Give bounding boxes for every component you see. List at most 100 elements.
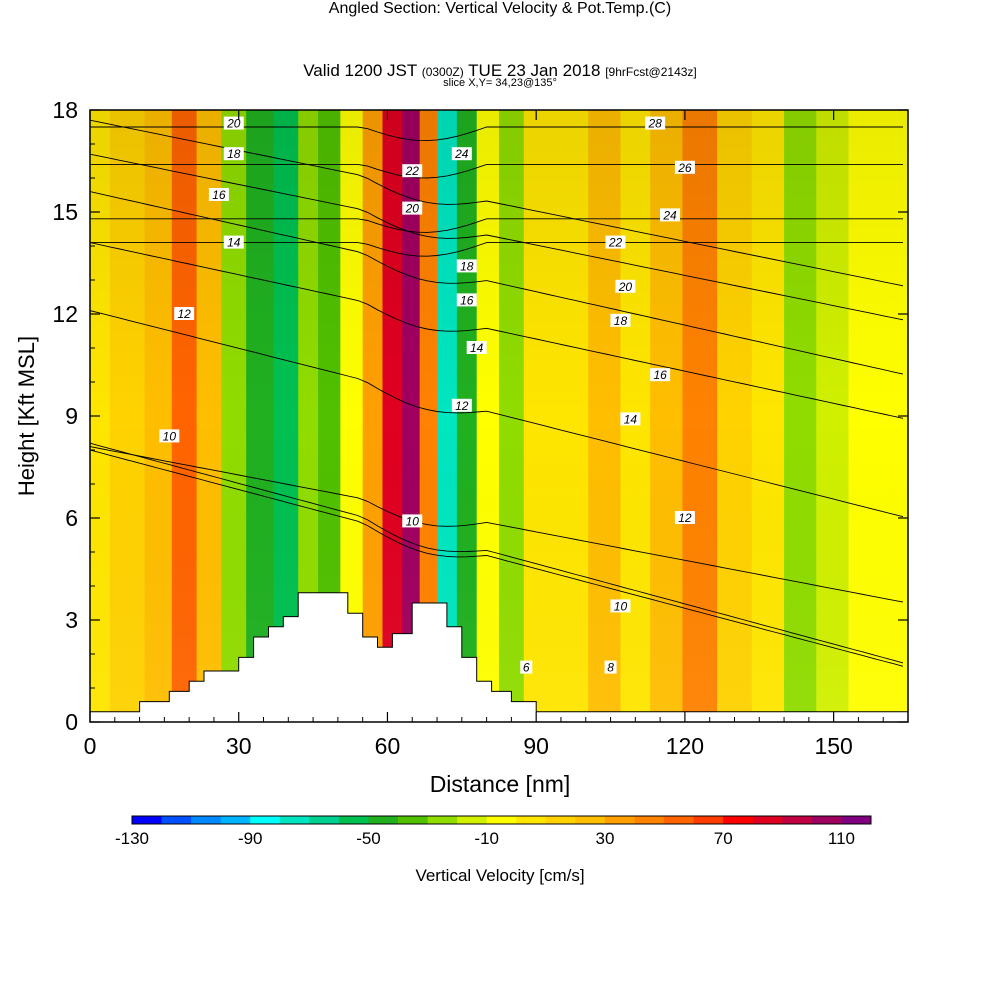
contour-label-bg — [402, 514, 423, 528]
chart-title: Angled Section: Vertical Velocity & Pot.… — [328, 0, 672, 17]
valid-time-line: Valid 1200 JST (0300Z) TUE 23 Jan 2018 [… — [303, 61, 697, 80]
contour-label-bg — [610, 313, 631, 327]
colorbar-tick-label: 30 — [595, 829, 614, 848]
unit-tag: (C) — [648, 0, 672, 17]
colorbar-tick-label: -50 — [356, 829, 381, 848]
colorbar-label: Vertical Velocity [cm/s] — [415, 866, 584, 885]
x-tick-label: 90 — [523, 733, 549, 759]
contour-label: 28 — [647, 117, 662, 131]
x-tick-label: 60 — [375, 733, 401, 759]
contour-label-bg — [620, 412, 641, 426]
colorbar-swatch — [575, 816, 606, 824]
colorbar-swatch — [752, 816, 783, 824]
contour-label: 12 — [678, 511, 692, 525]
colorbar-tick-label: -90 — [238, 829, 263, 848]
velocity-field — [90, 110, 908, 722]
contour-label-bg — [456, 259, 477, 273]
colorbar-swatch — [368, 816, 399, 824]
colorbar-swatch — [279, 816, 310, 824]
contour-labels: 20 18 16 14 12 10 22 20 24 18 16 14 12 10 28 26 24 22 20 18… — [159, 116, 695, 675]
contour-label: 18 — [460, 259, 474, 273]
colorbar-swatch — [309, 816, 340, 824]
y-tick-label: 15 — [52, 199, 78, 225]
x-axis-label: Distance [nm] — [430, 771, 571, 797]
contour-label-bg — [208, 188, 229, 201]
slice-line: slice X,Y= 34,23@135° — [443, 77, 557, 89]
isentrope-26 — [90, 163, 903, 179]
axes: 0 30 60 90 120 150 0 3 6 9 12 15 18 — [52, 97, 908, 759]
colorbar-tick-label: 70 — [714, 829, 733, 848]
x-tick-label: 0 — [84, 733, 97, 759]
contour-label-bg — [451, 398, 472, 412]
colorbar-swatch — [604, 816, 635, 824]
colorbar-swatch — [427, 816, 458, 824]
contour-label: 22 — [405, 164, 420, 178]
isentrope-6 — [90, 442, 904, 664]
y-axis-label: Height [Kft MSL] — [14, 336, 39, 496]
terrain — [90, 592, 908, 722]
contour-label-bg — [456, 293, 477, 307]
contour-label: 12 — [178, 307, 192, 321]
contour-label: 26 — [677, 161, 692, 175]
colorbar-swatch — [457, 816, 488, 824]
x-tick-label: 150 — [814, 733, 852, 759]
colorbar-swatch — [723, 816, 754, 824]
colorbar-swatch — [338, 816, 369, 824]
colorbar-swatch — [132, 816, 162, 824]
colorbar: -130 -90 -50 -10 30 70 110 — [115, 815, 872, 848]
x-tick-label: 120 — [666, 733, 704, 759]
contour-label: 10 — [163, 429, 177, 443]
contour-label-bg — [159, 429, 180, 443]
colorbar-swatch — [250, 816, 281, 824]
contour-label-bg — [674, 511, 695, 524]
contour-label-bg — [674, 160, 695, 174]
colorbar-swatch — [398, 816, 428, 824]
contour-label: 14 — [624, 412, 638, 426]
contour-label: 22 — [608, 236, 623, 250]
contour-label-bg — [451, 147, 472, 161]
contour-label: 14 — [470, 341, 484, 355]
isentrope-10 — [90, 446, 904, 603]
contour-label: 10 — [406, 514, 420, 528]
colorbar-swatch — [664, 816, 695, 824]
y-tick-label: 12 — [52, 301, 78, 327]
colorbar-tick-label: -130 — [115, 829, 149, 848]
contour-label-bg — [223, 235, 244, 249]
y-tick-label: 9 — [65, 403, 78, 429]
colorbar-swatch — [191, 816, 222, 824]
isentrope-8 — [90, 449, 904, 667]
colorbar-tick-label: -10 — [474, 829, 499, 848]
colorbar-tick-label: 110 — [828, 829, 855, 848]
colorbar-swatch — [634, 816, 665, 824]
isentrope-18 — [90, 153, 904, 321]
contour-label-bg — [660, 208, 681, 222]
contour-label: 10 — [614, 599, 628, 613]
contour-label: 24 — [454, 147, 469, 161]
contour-label: 20 — [618, 280, 633, 294]
contour-label-bg — [604, 660, 617, 674]
x-tick-label: 30 — [226, 733, 252, 759]
y-tick-label: 0 — [65, 709, 78, 735]
contour-label-bg — [402, 164, 423, 178]
y-tick-label: 3 — [65, 607, 78, 633]
colorbar-swatch — [693, 816, 724, 824]
y-tick-label: 6 — [65, 505, 78, 531]
field-shading — [90, 110, 908, 722]
y-tick-label: 18 — [52, 97, 78, 123]
isentrope-16 — [90, 191, 904, 375]
isentrope-24 — [90, 218, 903, 233]
contour-label: 12 — [455, 399, 469, 413]
colorbar-swatch — [516, 816, 547, 824]
contour-label: 16 — [212, 188, 226, 202]
contour-label-bg — [650, 368, 671, 382]
contour-label: 18 — [614, 314, 628, 328]
colorbar-swatch — [161, 816, 192, 824]
colorbar-swatch — [782, 816, 813, 824]
contour-label: 16 — [460, 293, 474, 307]
contour-label: 24 — [662, 208, 677, 222]
colorbar-swatch — [545, 816, 576, 824]
contour-label-bg — [610, 599, 631, 613]
terrain-mask — [90, 592, 908, 722]
colorbar-swatch — [486, 816, 517, 824]
